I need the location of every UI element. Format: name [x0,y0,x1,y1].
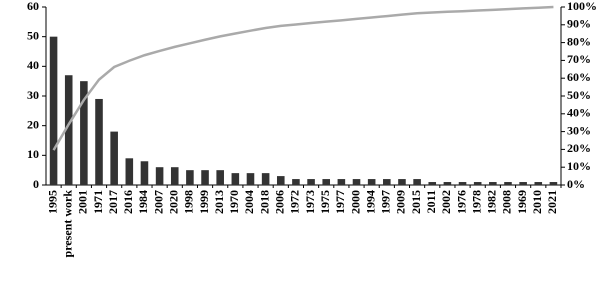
x-tick-label: 2016 [121,190,135,214]
bar [216,170,224,185]
bar [458,182,467,185]
bar [276,176,285,185]
y2-tick-label: 30% [567,123,591,137]
bar [519,182,527,185]
y2-tick-label: 40% [567,106,591,120]
x-tick-label: 1984 [136,190,150,214]
bar [155,167,164,185]
bar [534,182,543,185]
bar [549,182,558,185]
y-tick-label: 60 [27,0,39,13]
x-tick-label: 1982 [485,190,499,214]
x-tick-label: 1994 [363,190,377,214]
bar [49,36,58,185]
x-tick-label: 2000 [348,190,362,214]
bar [125,158,134,185]
bar [443,182,452,185]
x-tick-label: 2004 [242,190,256,214]
bar [413,179,421,185]
bar [489,182,497,185]
x-tick-label: 1973 [303,190,317,214]
bar [170,167,179,185]
bar [140,161,149,185]
y2-tick-label: 50% [567,88,591,102]
x-tick-label: 2020 [167,190,181,214]
bar [201,170,209,185]
cumulative-line [52,5,554,151]
y2-tick-label: 0% [567,177,585,191]
bar [186,170,194,185]
x-tick-label: 2013 [212,190,226,214]
bar [64,75,73,185]
bar [95,98,103,185]
bar [292,179,300,185]
bar [307,179,315,185]
bar [261,173,270,185]
y2-tick-label: 20% [567,141,591,155]
x-tick-label: 1997 [379,190,393,214]
x-tick-label: 2015 [409,190,423,214]
x-tick-label: 2017 [106,190,120,214]
x-tick-label: 2007 [151,190,165,214]
x-tick-label: present work [60,190,74,258]
bar [337,179,346,185]
bar [352,179,361,185]
x-tick-label: 1970 [227,190,241,214]
y-tick-label: 30 [27,88,39,102]
x-tick-label: 2006 [273,190,287,214]
y-tick-label: 20 [27,117,39,131]
x-tick-label: 2002 [439,190,453,214]
bar [383,179,391,185]
x-tick-label: 1977 [333,190,347,214]
y-tick-label: 10 [27,147,39,161]
x-tick-label: 1975 [318,190,332,214]
x-tick-label: 1969 [515,190,529,214]
bar [428,182,437,185]
y2-tick-label: 80% [567,34,591,48]
x-tick-label: 2018 [257,190,271,214]
y2-tick-label: 70% [567,52,591,66]
x-tick-label: 2021 [545,190,559,214]
y2-tick-label: 10% [567,159,591,173]
x-tick-label: 1976 [454,190,468,214]
bar [473,182,482,185]
bar [322,179,331,185]
x-tick-label: 2010 [530,190,544,214]
bar [367,179,376,185]
bar [246,173,255,185]
x-tick-label: 2008 [500,190,514,214]
y2-tick-label: 90% [567,17,591,31]
y-tick-label: 40 [27,58,39,72]
x-tick-label: 2009 [394,190,408,214]
y-tick-label: 50 [27,28,39,42]
x-tick-label: 2011 [424,190,438,213]
x-tick-label: 1971 [91,190,105,214]
bar [80,81,88,185]
bar [231,173,240,185]
bar [398,179,406,185]
y2-tick-label: 100% [567,0,597,13]
y-tick-label: 0 [33,177,39,191]
x-tick-label: 1978 [469,190,483,214]
x-tick-label: 1998 [182,190,196,214]
x-tick-label: 1999 [197,190,211,214]
bar [504,182,512,185]
x-tick-label: 2001 [76,190,90,214]
x-tick-label: 1995 [45,190,59,214]
bar [110,131,118,185]
y2-tick-label: 60% [567,70,591,84]
x-tick-label: 1972 [288,190,302,214]
